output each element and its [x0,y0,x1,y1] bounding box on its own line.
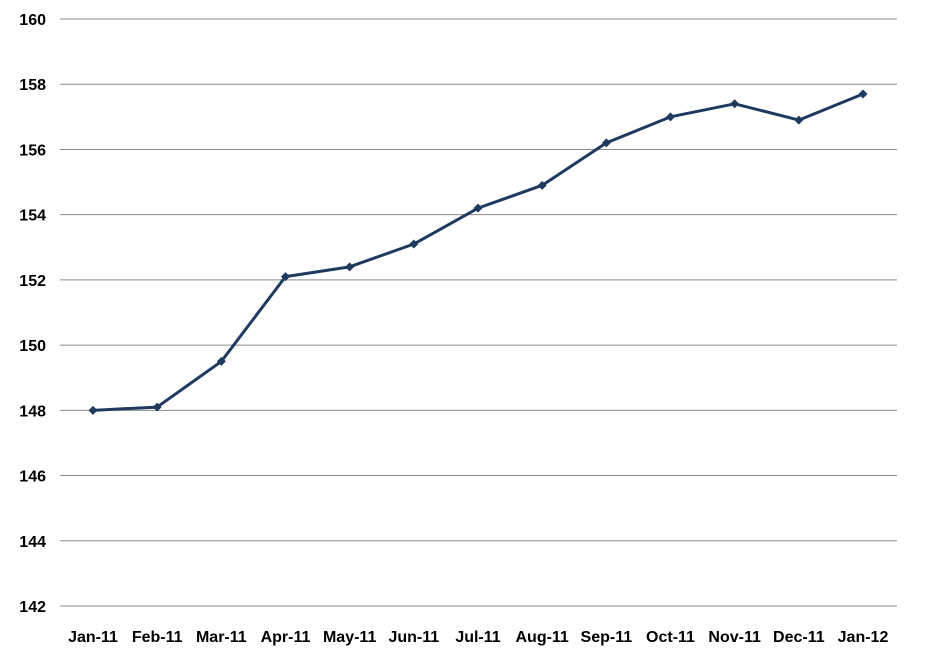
y-tick-label: 144 [19,534,46,551]
x-tick-label: Mar-11 [196,629,247,646]
data-point-marker [858,89,868,99]
y-tick-label: 148 [19,403,46,420]
data-point-marker [537,180,547,190]
x-tick-label: Apr-11 [261,629,311,646]
x-tick-label: Jul-11 [455,629,500,646]
y-tick-label: 158 [19,77,46,94]
data-markers [88,89,868,415]
x-tick-label: Jun-11 [388,629,439,646]
data-point-marker [281,272,290,282]
x-tick-label: Aug-11 [515,629,568,646]
x-tick-label: Jan-12 [838,629,889,646]
y-tick-label: 156 [19,142,46,159]
data-point-marker [152,402,162,412]
data-point-marker [666,112,675,122]
data-point-marker [88,405,98,415]
data-point-marker [216,356,226,366]
data-point-marker [409,239,419,249]
y-tick-label: 154 [19,208,46,225]
x-tick-label: Jan-11 [68,629,118,646]
x-tick-label: Nov-11 [708,629,761,646]
x-tick-label: Feb-11 [132,629,183,646]
data-point-marker [345,262,355,272]
y-tick-label: 152 [19,273,46,290]
data-point-marker [601,138,611,148]
x-axis-tick-labels: Jan-11 Feb-11 Mar-11 Apr-11 May-11 Jun-11 Jul-… [68,629,888,646]
data-point-marker [794,115,804,125]
y-tick-label: 150 [19,338,46,355]
y-tick-label: 142 [19,599,46,616]
x-tick-label: Dec-11 [773,629,825,646]
y-axis-tick-labels: 142 144 146 148 150 152 154 156 158 160 [19,12,46,616]
series-line [92,92,864,412]
gridlines [60,18,897,607]
y-tick-label: 146 [19,469,46,486]
y-tick-label: 160 [19,12,46,29]
data-point-marker [730,99,740,109]
data-point-marker [473,203,483,213]
x-tick-label: Sep-11 [581,629,633,646]
x-tick-label: May-11 [323,629,376,646]
series-line-group [92,92,864,412]
x-tick-label: Oct-11 [646,629,695,646]
